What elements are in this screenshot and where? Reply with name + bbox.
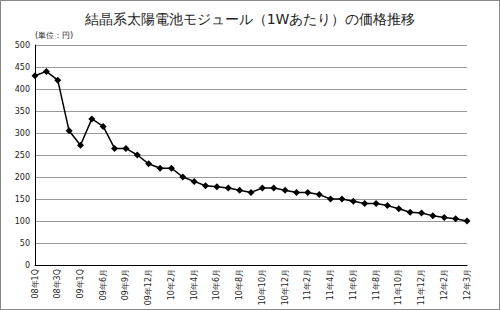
svg-text:300: 300 (15, 129, 30, 138)
svg-text:450: 450 (15, 63, 30, 72)
svg-text:400: 400 (15, 85, 30, 94)
svg-text:10年2月: 10年2月 (167, 269, 176, 300)
svg-text:09年9月: 09年9月 (121, 269, 130, 300)
svg-text:200: 200 (15, 173, 30, 182)
svg-text:11年4月: 11年4月 (326, 269, 335, 300)
svg-text:10年10月: 10年10月 (258, 269, 267, 305)
svg-text:結晶系太陽電池モジュール（1Wあたり）の価格推移: 結晶系太陽電池モジュール（1Wあたり）の価格推移 (84, 11, 416, 27)
svg-text:50: 50 (20, 239, 30, 248)
svg-text:08年1Q: 08年1Q (31, 269, 40, 299)
svg-text:150: 150 (15, 195, 30, 204)
svg-text:10年8月: 10年8月 (235, 269, 244, 300)
svg-text:12年2月: 12年2月 (440, 269, 449, 300)
svg-text:09年12月: 09年12月 (144, 269, 153, 305)
svg-text:10年12月: 10年12月 (281, 269, 290, 305)
svg-text:0: 0 (25, 261, 30, 270)
svg-text:350: 350 (15, 107, 30, 116)
svg-text:100: 100 (15, 217, 30, 226)
svg-text:500: 500 (15, 41, 30, 50)
svg-text:11年6月: 11年6月 (349, 269, 358, 300)
svg-text:12年3月: 12年3月 (463, 269, 472, 300)
svg-text:(単位：円): (単位：円) (35, 31, 73, 40)
svg-text:250: 250 (15, 151, 30, 160)
svg-text:11年12月: 11年12月 (417, 269, 426, 305)
svg-text:09年6月: 09年6月 (99, 269, 108, 300)
svg-text:09年1Q: 09年1Q (76, 269, 85, 299)
svg-text:10年4月: 10年4月 (190, 269, 199, 300)
svg-text:11年8月: 11年8月 (372, 269, 381, 300)
svg-text:08年3Q: 08年3Q (53, 269, 62, 299)
svg-text:11年2月: 11年2月 (303, 269, 312, 300)
svg-text:10年6月: 10年6月 (212, 269, 221, 300)
svg-text:11年10月: 11年10月 (394, 269, 403, 305)
